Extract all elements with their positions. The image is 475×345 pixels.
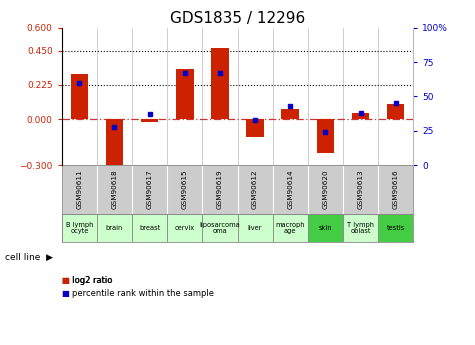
Title: GDS1835 / 12296: GDS1835 / 12296 (170, 11, 305, 27)
Bar (387, 104, 404, 119)
Text: log2 ratio: log2 ratio (72, 276, 112, 285)
Text: GSM90620: GSM90620 (323, 169, 328, 209)
Text: percentile rank within the sample: percentile rank within the sample (72, 289, 214, 298)
Text: GSM90615: GSM90615 (182, 169, 188, 209)
Text: ■ log2 ratio: ■ log2 ratio (62, 276, 113, 285)
Bar (202, 215, 238, 242)
Bar (167, 215, 202, 242)
Bar (308, 215, 343, 242)
Bar (343, 215, 378, 242)
Bar (62, 215, 97, 242)
Bar (176, 69, 194, 119)
Bar (281, 109, 299, 119)
Bar (316, 119, 334, 153)
Bar (273, 215, 308, 242)
Bar (132, 215, 167, 242)
Text: skin: skin (319, 225, 332, 231)
Text: ■: ■ (62, 276, 70, 285)
Text: testis: testis (387, 225, 405, 231)
Bar (141, 119, 158, 122)
Bar (97, 215, 132, 242)
Text: macroph
age: macroph age (276, 222, 305, 234)
Text: liver: liver (248, 225, 262, 231)
Text: breast: breast (139, 225, 160, 231)
Text: GSM90611: GSM90611 (76, 169, 82, 209)
Text: B lymph
ocyte: B lymph ocyte (66, 222, 93, 234)
Text: GSM90613: GSM90613 (358, 169, 363, 209)
Text: GSM90619: GSM90619 (217, 169, 223, 209)
Bar (211, 48, 228, 119)
Text: GSM90618: GSM90618 (112, 169, 117, 209)
Bar (71, 74, 88, 119)
Text: cervix: cervix (175, 225, 195, 231)
Bar (378, 215, 413, 242)
Text: brain: brain (106, 225, 123, 231)
Bar (247, 119, 264, 137)
Text: cell line  ▶: cell line ▶ (5, 253, 53, 262)
Bar (238, 215, 273, 242)
Text: ■: ■ (62, 289, 70, 298)
Text: GSM90616: GSM90616 (393, 169, 399, 209)
Text: GSM90612: GSM90612 (252, 169, 258, 209)
Text: T lymph
oblast: T lymph oblast (347, 222, 374, 234)
Bar (105, 119, 124, 168)
Text: liposarcoma
oma: liposarcoma oma (200, 222, 240, 234)
Text: GSM90617: GSM90617 (147, 169, 152, 209)
Bar (352, 113, 369, 119)
Text: GSM90614: GSM90614 (287, 169, 293, 209)
